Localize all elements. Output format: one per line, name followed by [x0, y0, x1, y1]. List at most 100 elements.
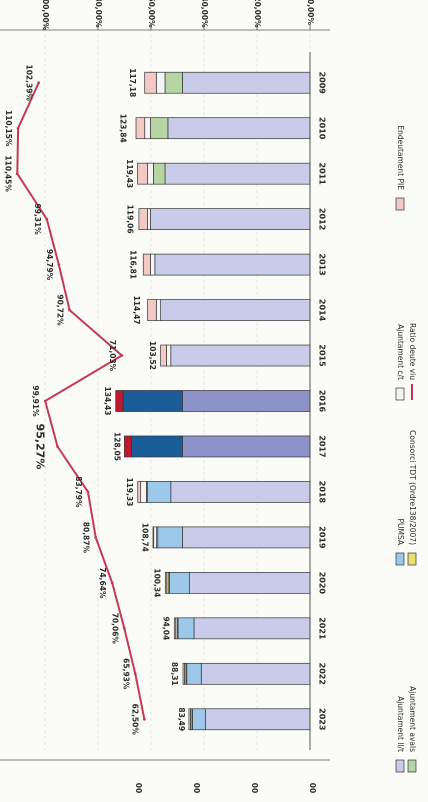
legend-swatch [395, 552, 405, 566]
legend-label: Ajuntament avals [408, 686, 417, 752]
bar-segment [164, 71, 183, 94]
bar-segment [154, 253, 311, 276]
bar-segment [188, 708, 191, 731]
bar-total-label: 108,74 [140, 523, 149, 552]
ratio-label: 70,06% [110, 613, 119, 645]
bar-segment [193, 617, 311, 640]
bar-segment [169, 572, 191, 594]
ratio-label: 110,15% [4, 110, 13, 147]
ratio-point [45, 217, 49, 221]
legend-swatch [395, 387, 405, 401]
category-label: 2010 [318, 117, 327, 140]
legend-label: PUMSA [396, 518, 405, 545]
ratio-label: 90,72% [56, 294, 65, 326]
bar-total-label: 117,18 [128, 68, 137, 97]
legend-swatch [407, 759, 417, 773]
category-label: 2015 [318, 344, 327, 367]
ratio-point [122, 626, 126, 630]
legend-swatch [407, 552, 417, 566]
bar-segment-dark [122, 390, 183, 412]
bar-total-label: 119,33 [125, 477, 134, 506]
bar-segment [140, 481, 147, 503]
bar-total-label: 116,81 [129, 250, 138, 279]
ratio-point [68, 308, 71, 312]
bar-segment [167, 117, 311, 140]
plot-area: 100,00% 80,00% 60,00% 40,00% 20,00% 0,00% 00 00… [0, 0, 417, 793]
bar-total-label: 103,52 [148, 341, 157, 370]
bar-segment [147, 299, 157, 321]
ratio-label: 65,93% [121, 658, 130, 690]
ratio-label: 102,39% [25, 64, 34, 101]
bar-total-label: 83,49 [177, 707, 186, 731]
legend-label: Consorci TDT (Ordre138/2007) [408, 430, 417, 545]
category-label: 2017 [318, 435, 327, 457]
category-label: 2020 [318, 572, 327, 595]
ratio-point [43, 399, 47, 403]
ratio-point [142, 717, 146, 721]
bar-segment-red [115, 390, 124, 412]
bar-segment [147, 208, 151, 230]
ratio-label: 62,50% [130, 704, 139, 736]
bar-segment [147, 162, 154, 185]
category-label: 2009 [318, 72, 327, 95]
category-label: 2014 [318, 299, 327, 322]
category-label: 2012 [318, 208, 327, 230]
left-axis-tick-label: 00 [192, 783, 201, 793]
ratio-label: 83,79% [74, 476, 83, 508]
bar-segment [182, 662, 185, 685]
ratio-point [120, 354, 124, 357]
right-axis-tick-label: 40,00% [200, 0, 209, 28]
bar-segment [200, 662, 311, 685]
bar-segment-ll [182, 390, 311, 412]
left-axis-tick-label: 00 [250, 783, 259, 793]
legend-swatch [395, 197, 405, 211]
right-axis-tick-label: 80,00% [94, 0, 103, 28]
bar-segment [189, 572, 311, 594]
bar-segment [144, 117, 151, 140]
bar-total-label: 134,43 [103, 387, 112, 416]
category-label: 2011 [318, 163, 327, 186]
ratio-point [86, 490, 90, 494]
ratio-point [37, 81, 41, 85]
ratio-point [16, 126, 20, 130]
right-axis-tick-label: 0,00% [306, 0, 315, 25]
bar-segment [147, 481, 172, 503]
left-axis-tick-label: 00 [134, 783, 143, 793]
ratio-label: 110,45% [3, 155, 12, 192]
bar-segment [205, 708, 311, 731]
ratio-point [56, 445, 59, 448]
bar-segment-dark [131, 435, 183, 458]
bar-total-label: 100,34 [153, 568, 162, 597]
bar-segment [152, 526, 155, 549]
ratio-point [57, 263, 61, 266]
legend-label: Ratio deute viu [408, 323, 417, 380]
bar-segment [182, 526, 311, 549]
ratio-point [133, 672, 137, 676]
bar-segment [153, 162, 166, 185]
ratio-label: 80,87% [82, 522, 91, 554]
bar-segment [138, 208, 148, 230]
bar-segment [186, 662, 202, 685]
ratio-label: 71,03% [108, 340, 117, 372]
bar-total-label: 123,84 [118, 114, 127, 143]
category-label: 2013 [318, 253, 327, 275]
right-axis-tick-label: 60,00% [147, 0, 156, 28]
bar-segment [144, 71, 157, 94]
bar-segment [150, 253, 156, 276]
bar-total-label: 114,47 [132, 296, 141, 325]
bar-segment [166, 344, 172, 367]
bar-segment [155, 71, 166, 94]
category-label: 2016 [318, 390, 327, 413]
ratio-label: 94,79% [45, 249, 54, 281]
category-label: 2018 [318, 481, 327, 504]
bar-segment [170, 481, 311, 503]
bar-segment [135, 117, 146, 140]
bar-segment [150, 117, 169, 140]
bar-total-label: 94,04 [162, 616, 171, 640]
bar-segment [192, 708, 206, 731]
bar-segment [160, 299, 311, 321]
legend-label: Ajuntament ll/t [396, 696, 405, 752]
ratio-point [94, 536, 98, 539]
bar-segment [142, 253, 151, 276]
